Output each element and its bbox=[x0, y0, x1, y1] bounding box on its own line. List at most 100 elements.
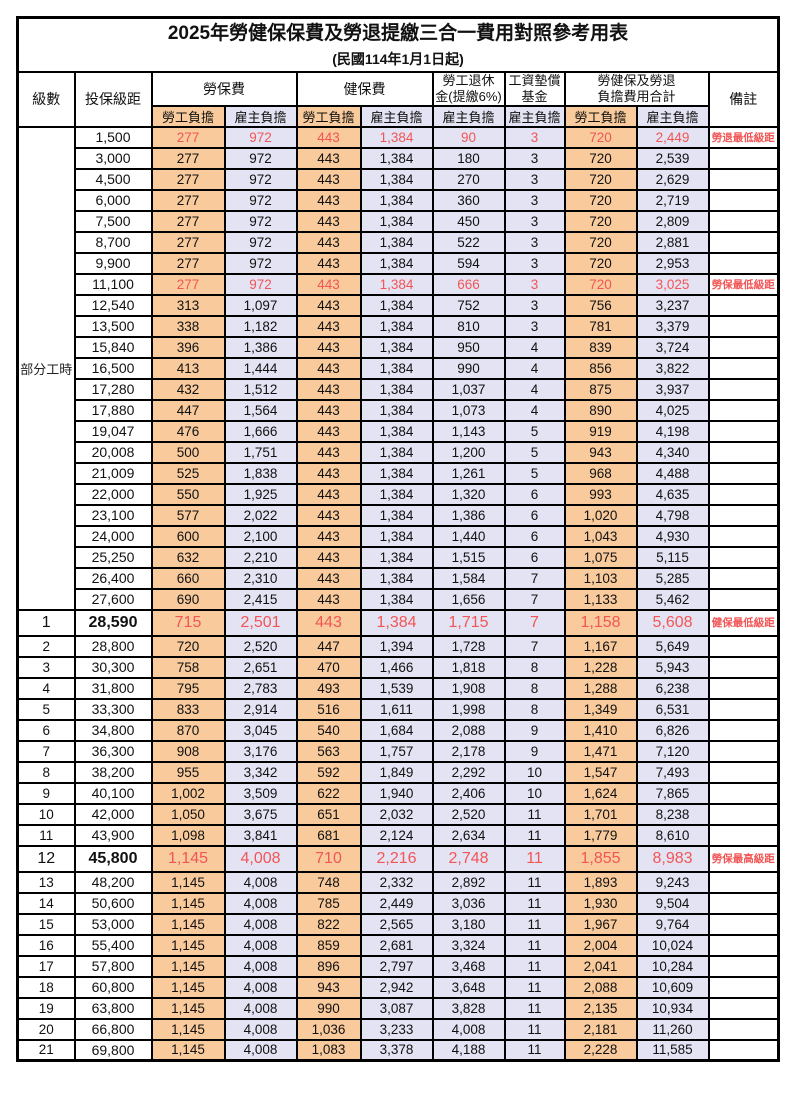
total-worker-cell: 720 bbox=[563, 209, 638, 233]
total-employer-cell: 7,493 bbox=[635, 760, 710, 784]
remark-cell bbox=[707, 634, 780, 658]
health-employer-cell: 2,124 bbox=[359, 823, 434, 847]
pension-employer-cell: 522 bbox=[431, 230, 506, 254]
labor-worker-cell: 277 bbox=[150, 188, 226, 212]
table-row: 24,000 600 2,100 443 1,384 1,440 6 1,043 4,930 bbox=[18, 524, 780, 548]
total-employer-cell: 3,937 bbox=[635, 377, 710, 401]
total-employer-cell: 4,488 bbox=[635, 461, 710, 485]
total-employer-cell: 7,865 bbox=[635, 781, 710, 805]
total-worker-cell: 856 bbox=[563, 356, 638, 380]
remark-cell bbox=[707, 739, 780, 763]
total-employer-cell: 2,809 bbox=[635, 209, 710, 233]
remark-cell bbox=[707, 188, 780, 212]
remark-cell bbox=[707, 655, 780, 679]
health-worker-cell: 516 bbox=[295, 697, 362, 721]
health-worker-cell: 443 bbox=[295, 251, 362, 275]
total-employer-cell: 6,531 bbox=[635, 697, 710, 721]
pension-employer-cell: 1,143 bbox=[431, 419, 506, 443]
subheader-fund-employer: 雇主負擔 bbox=[503, 104, 566, 128]
table-row: 19,047 476 1,666 443 1,384 1,143 5 919 4,198 bbox=[18, 419, 780, 443]
bracket-cell: 63,800 bbox=[73, 996, 153, 1020]
pension-employer-cell: 1,908 bbox=[431, 676, 506, 700]
labor-worker-cell: 632 bbox=[150, 545, 226, 569]
page-subtitle: (民國114年1月1日起) bbox=[332, 50, 464, 67]
table-row: 21 69,800 1,145 4,008 1,083 3,378 4,188 11 2,228… bbox=[16, 1038, 780, 1062]
health-worker-cell: 443 bbox=[295, 188, 362, 212]
title-cell: 2025年勞健保保費及勞退提繳三合一費用對照參考用表 (民國114年1月1日起) bbox=[16, 16, 780, 73]
health-worker-cell: 443 bbox=[295, 524, 362, 548]
health-worker-cell: 563 bbox=[295, 739, 362, 763]
pension-employer-cell: 3,036 bbox=[431, 891, 506, 915]
health-employer-cell: 1,384 bbox=[359, 398, 434, 422]
table-row: 3 30,300 758 2,651 470 1,466 1,818 8 1,228 5,943 bbox=[16, 655, 780, 679]
remark-cell bbox=[707, 230, 780, 254]
bracket-cell: 4,500 bbox=[73, 167, 153, 191]
labor-employer-cell: 2,914 bbox=[223, 697, 298, 721]
labor-employer-cell: 4,008 bbox=[223, 891, 298, 915]
pension-employer-cell: 1,200 bbox=[431, 440, 506, 464]
wage-fund-employer-cell: 11 bbox=[503, 912, 566, 936]
health-worker-cell: 1,083 bbox=[295, 1038, 362, 1062]
remark-cell bbox=[707, 167, 780, 191]
level-cell: 6 bbox=[16, 718, 76, 742]
wage-fund-employer-cell: 11 bbox=[503, 844, 566, 873]
labor-employer-cell: 1,097 bbox=[223, 293, 298, 317]
labor-worker-cell: 277 bbox=[150, 251, 226, 275]
wage-fund-employer-cell: 8 bbox=[503, 655, 566, 679]
health-employer-cell: 1,384 bbox=[359, 209, 434, 233]
labor-worker-cell: 690 bbox=[150, 587, 226, 611]
pension-employer-cell: 2,178 bbox=[431, 739, 506, 763]
labor-employer-cell: 4,008 bbox=[223, 933, 298, 957]
labor-employer-cell: 4,008 bbox=[223, 870, 298, 894]
labor-employer-cell: 1,182 bbox=[223, 314, 298, 338]
wage-fund-employer-cell: 11 bbox=[503, 823, 566, 847]
level-cell: 17 bbox=[16, 954, 76, 978]
table-row: 8 38,200 955 3,342 592 1,849 2,292 10 1,547 7,493 bbox=[16, 760, 780, 784]
health-employer-cell: 1,684 bbox=[359, 718, 434, 742]
bracket-cell: 11,100 bbox=[73, 272, 153, 296]
remark-cell bbox=[707, 975, 780, 999]
pension-employer-cell: 2,292 bbox=[431, 760, 506, 784]
total-worker-cell: 993 bbox=[563, 482, 638, 506]
bracket-cell: 42,000 bbox=[73, 802, 153, 826]
remark-cell bbox=[707, 718, 780, 742]
table-row: 部分工時 1,500 277 972 443 1,384 90 3 720 2,449 勞退最低級距 bbox=[16, 125, 780, 611]
wage-fund-employer-cell: 5 bbox=[503, 419, 566, 443]
health-employer-cell: 1,466 bbox=[359, 655, 434, 679]
remark-cell bbox=[707, 802, 780, 826]
labor-employer-cell: 1,386 bbox=[223, 335, 298, 359]
wage-fund-employer-cell: 9 bbox=[503, 739, 566, 763]
labor-worker-cell: 476 bbox=[150, 419, 226, 443]
health-employer-cell: 1,384 bbox=[359, 272, 434, 296]
total-employer-cell: 7,120 bbox=[635, 739, 710, 763]
total-worker-cell: 1,930 bbox=[563, 891, 638, 915]
total-worker-cell: 919 bbox=[563, 419, 638, 443]
total-employer-cell: 11,260 bbox=[635, 1017, 710, 1041]
bracket-cell: 19,047 bbox=[73, 419, 153, 443]
health-employer-cell: 1,384 bbox=[359, 188, 434, 212]
total-employer-cell: 3,724 bbox=[635, 335, 710, 359]
labor-employer-cell: 2,210 bbox=[223, 545, 298, 569]
total-employer-cell: 8,983 bbox=[635, 844, 710, 873]
total-employer-cell: 2,953 bbox=[635, 251, 710, 275]
header-total-line1: 勞健保及勞退 bbox=[597, 72, 676, 88]
table-body: 部分工時 1,500 277 972 443 1,384 90 3 720 2,449 勞退最低級距… bbox=[16, 125, 780, 1062]
health-worker-cell: 540 bbox=[295, 718, 362, 742]
pension-employer-cell: 3,468 bbox=[431, 954, 506, 978]
wage-fund-employer-cell: 11 bbox=[503, 802, 566, 826]
remark-cell bbox=[707, 587, 780, 611]
wage-fund-employer-cell: 4 bbox=[503, 356, 566, 380]
labor-employer-cell: 972 bbox=[223, 167, 298, 191]
pension-employer-cell: 1,728 bbox=[431, 634, 506, 658]
pension-employer-cell: 4,008 bbox=[431, 1017, 506, 1041]
health-employer-cell: 1,384 bbox=[359, 566, 434, 590]
health-employer-cell: 1,384 bbox=[359, 440, 434, 464]
bracket-cell: 3,000 bbox=[73, 146, 153, 170]
remark-cell bbox=[707, 1017, 780, 1041]
level-cell: 4 bbox=[16, 676, 76, 700]
health-worker-cell: 822 bbox=[295, 912, 362, 936]
level-cell: 13 bbox=[16, 870, 76, 894]
labor-employer-cell: 2,100 bbox=[223, 524, 298, 548]
wage-fund-employer-cell: 7 bbox=[503, 608, 566, 637]
total-worker-cell: 1,349 bbox=[563, 697, 638, 721]
